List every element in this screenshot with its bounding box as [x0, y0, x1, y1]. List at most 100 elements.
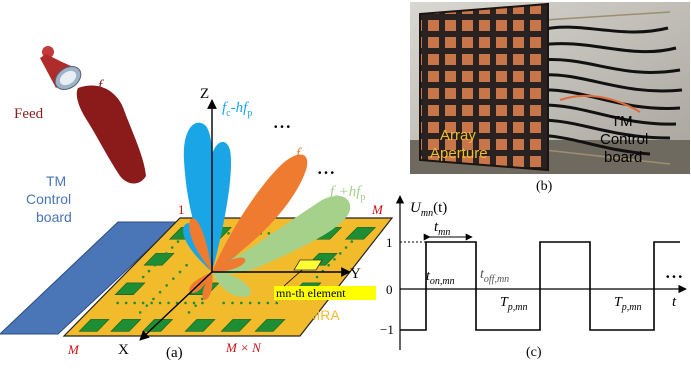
array-dot — [184, 301, 187, 305]
array-dot — [138, 311, 142, 314]
array-dot — [141, 275, 145, 279]
array-dot — [187, 311, 191, 314]
panel-c: Umn(t) tmn ton,mn toff,mn Tp,mn Tp,mn t … — [380, 195, 687, 360]
element-label-bg — [274, 286, 376, 300]
array-dot — [344, 246, 348, 249]
array-patch — [254, 319, 286, 332]
array-dot — [176, 240, 180, 243]
beam-center — [212, 154, 308, 272]
array-dot — [170, 246, 174, 249]
ellipsis-right: • • • — [318, 168, 335, 179]
array-dot — [275, 301, 278, 305]
caption-b: (b) — [536, 179, 553, 194]
t-mn-label: tmn — [434, 219, 450, 238]
board-edges — [544, 11, 671, 165]
feed-beam — [76, 85, 146, 184]
array-dot — [124, 301, 128, 305]
array-dot — [240, 301, 243, 305]
array-dot — [327, 263, 330, 267]
waveform-trace — [400, 241, 680, 331]
array-dot — [172, 277, 175, 280]
cable-bundle — [539, 25, 683, 156]
array-dot — [333, 258, 336, 261]
element-pointer — [283, 269, 303, 287]
array-aperture-label: Array Aperture — [430, 127, 488, 162]
array-dot — [248, 301, 252, 305]
array-dot — [165, 284, 169, 287]
corner-bottom-left: M — [67, 342, 80, 357]
array-dot — [145, 304, 149, 307]
tp1-label: Tp,mn — [500, 295, 528, 313]
array-dot — [150, 301, 153, 305]
array-dot — [167, 301, 170, 305]
feed-fc-label: fc — [98, 78, 107, 97]
t-on-label: ton,mn — [426, 269, 455, 287]
array-dot — [192, 301, 196, 305]
ellipsis-top: • • • — [274, 122, 291, 133]
array-dot — [185, 263, 188, 267]
axis-z-label: Z — [200, 86, 209, 102]
array-dot — [257, 301, 261, 305]
array-label: TMRA — [300, 307, 340, 323]
array-dot — [158, 301, 162, 305]
array-dot — [266, 301, 270, 305]
array-dot — [165, 252, 168, 255]
array-dot — [147, 269, 151, 273]
caption-c: (c) — [526, 345, 542, 360]
axis-y-label: Y — [350, 266, 361, 282]
array-dot — [194, 304, 197, 307]
array-patch — [78, 319, 110, 332]
control-board-label-a: TM Control board — [26, 173, 75, 225]
axis-x-label: X — [118, 342, 129, 358]
array-patch — [184, 319, 216, 332]
panel-b: Array Aperture TM Control board (b) — [410, 2, 690, 194]
beam-plus — [212, 195, 351, 275]
array-dot — [315, 275, 319, 279]
ellipsis-waveform: • • • — [666, 272, 683, 283]
array-dot — [158, 290, 162, 294]
array-aperture-photo — [419, 2, 549, 172]
control-board-label-b: TM Control board — [600, 113, 653, 166]
array-patch — [143, 253, 175, 266]
array-dot — [152, 297, 155, 301]
array-dot — [267, 232, 271, 235]
axis-x-line — [139, 271, 213, 341]
control-board-a — [0, 221, 180, 335]
corner-top-left: 1 — [178, 202, 185, 217]
feed-horn-icon — [40, 46, 82, 90]
array-dot — [227, 232, 230, 235]
waveform-y-label: Umn(t) — [410, 200, 447, 219]
array-dot — [116, 301, 119, 305]
array-dot — [133, 301, 136, 305]
array-patch — [114, 282, 146, 296]
corner-bottom-right: M × N — [225, 340, 262, 355]
array-patch — [142, 319, 174, 332]
array-dot — [178, 270, 182, 274]
corner-top-right: M — [371, 202, 384, 217]
array-dot — [214, 284, 217, 287]
level-low: −1 — [380, 322, 394, 337]
array-dot — [231, 301, 234, 305]
array-dot — [141, 301, 145, 305]
beam-center-label: fc — [296, 146, 305, 165]
element-label: mn-th element — [276, 286, 346, 300]
waveform-x-label: t — [672, 294, 677, 310]
array-patch — [110, 319, 142, 332]
beam-minus — [183, 122, 214, 272]
highlighted-element — [293, 259, 323, 271]
array-dot — [159, 258, 162, 261]
array-dot — [201, 301, 204, 305]
array-patch — [220, 319, 252, 332]
array-dot — [350, 240, 354, 243]
level-high: 1 — [386, 235, 393, 250]
t-off-label: toff,mn — [480, 267, 509, 285]
array-dot — [338, 252, 342, 255]
feed-label: Feed — [14, 106, 44, 122]
array-patch — [344, 227, 377, 240]
array-dot — [222, 301, 225, 305]
array-dot — [153, 263, 157, 267]
beam-minus-label: fc-hfp — [222, 100, 252, 119]
array-dot — [200, 297, 204, 301]
level-zero: 0 — [386, 282, 393, 297]
